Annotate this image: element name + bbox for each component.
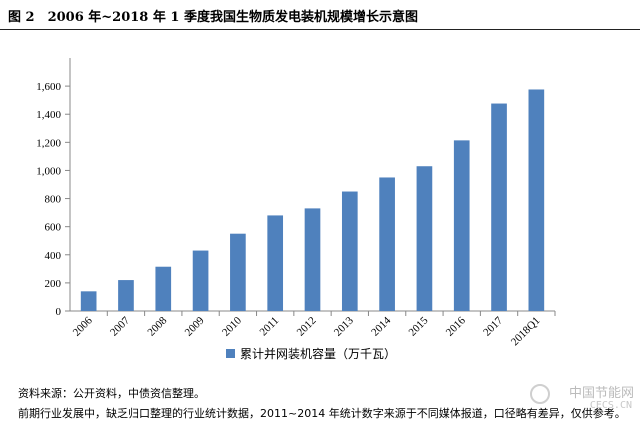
x-tick-label: 2006 [71, 314, 95, 338]
bar [267, 215, 284, 311]
bar-chart: 0 200 400 600 800 1,000 1,200 1,400 1,600 2006 200… [36, 58, 556, 361]
x-tick-label: 2011 [258, 315, 282, 339]
y-tick-label: 1,000 [36, 165, 61, 177]
x-tick-label: 2008 [145, 314, 169, 338]
y-tick-label: 200 [45, 278, 62, 290]
watermark-text: 中国节能网 [568, 386, 634, 401]
y-tick-label: 1,600 [36, 81, 61, 93]
bar [230, 233, 246, 311]
bar [416, 166, 433, 311]
title-divider [0, 29, 640, 30]
bar [379, 177, 395, 311]
x-tick-label: 2018Q1 [509, 315, 543, 349]
bar [341, 191, 358, 311]
y-tick-label: 1,200 [36, 137, 61, 149]
x-tick-label: 2013 [332, 314, 356, 338]
legend-swatch [226, 349, 235, 358]
watermark-subtext: CECS.CN [589, 400, 632, 411]
x-tick-label: 2012 [295, 315, 319, 339]
bar [118, 280, 134, 311]
x-tick-label: 2014 [369, 314, 393, 338]
watermark-logo-icon [530, 384, 550, 404]
x-tick-label: 2007 [108, 314, 132, 338]
y-tick-label: 400 [45, 250, 62, 262]
bar [453, 140, 470, 311]
chart-title: 图 2 2006 年~2018 年 1 季度我国生物质发电装机规模增长示意图 [8, 10, 418, 25]
x-tick-label: 2009 [183, 314, 207, 338]
bar [491, 103, 507, 311]
x-tick-label: 2016 [444, 314, 468, 338]
bar [80, 291, 97, 311]
watermark: 中国节能网 CECS.CN [530, 378, 634, 418]
y-tick-label: 800 [45, 194, 62, 206]
source-note: 资料来源：公开资料，中债资信整理。 [18, 387, 205, 400]
x-tick-label: 2015 [407, 314, 431, 338]
disclaimer-note: 前期行业发展中，缺乏归口整理的行业统计数据，2011~2014 年统计数字来源于… [18, 407, 626, 420]
legend-label: 累计并网装机容量（万千瓦） [240, 346, 396, 361]
y-tick-label: 1,400 [36, 109, 61, 121]
y-tick-label: 0 [56, 306, 62, 318]
x-tick-label: 2017 [481, 314, 505, 338]
bar [192, 250, 209, 311]
y-tick-label: 600 [45, 222, 62, 234]
bar [304, 208, 321, 311]
bar [528, 89, 545, 312]
bar [155, 266, 172, 311]
x-tick-label: 2010 [220, 314, 244, 338]
